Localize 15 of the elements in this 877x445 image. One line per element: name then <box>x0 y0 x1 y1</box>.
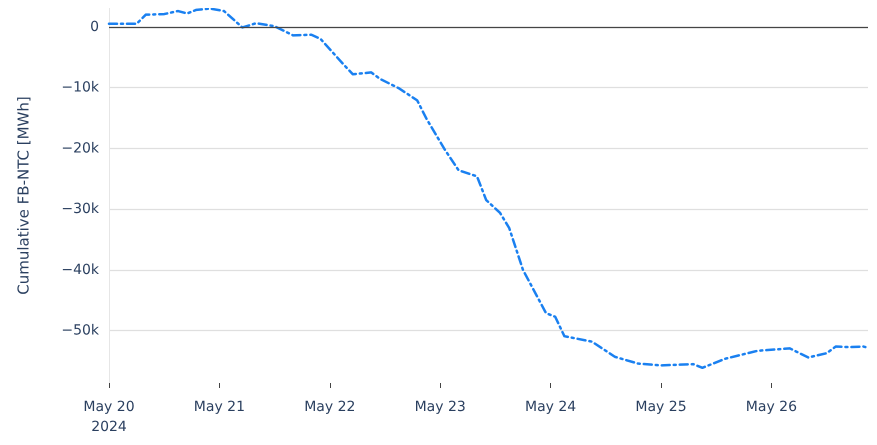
x-tick-label: May 22 <box>304 399 356 415</box>
x-tick-label: May 21 <box>194 399 246 415</box>
x-tick-label: May 20 2024 <box>83 399 135 435</box>
line-series <box>108 8 869 370</box>
x-tick-label: May 23 <box>414 399 466 415</box>
y-tick-label: −20k <box>61 140 100 156</box>
x-tick-label: May 24 <box>524 399 576 415</box>
y-axis-title: Cumulative FB-NTC [MWh] <box>14 96 32 295</box>
y-tick-label: −40k <box>61 262 100 278</box>
y-tick-label: 0 <box>90 18 99 35</box>
y-tick-label: −10k <box>61 80 100 96</box>
x-tick-label: May 26 <box>746 399 798 415</box>
x-tick-label: May 25 <box>635 399 687 415</box>
y-tick-label: −50k <box>61 322 100 339</box>
y-tick-label: −30k <box>61 201 100 218</box>
